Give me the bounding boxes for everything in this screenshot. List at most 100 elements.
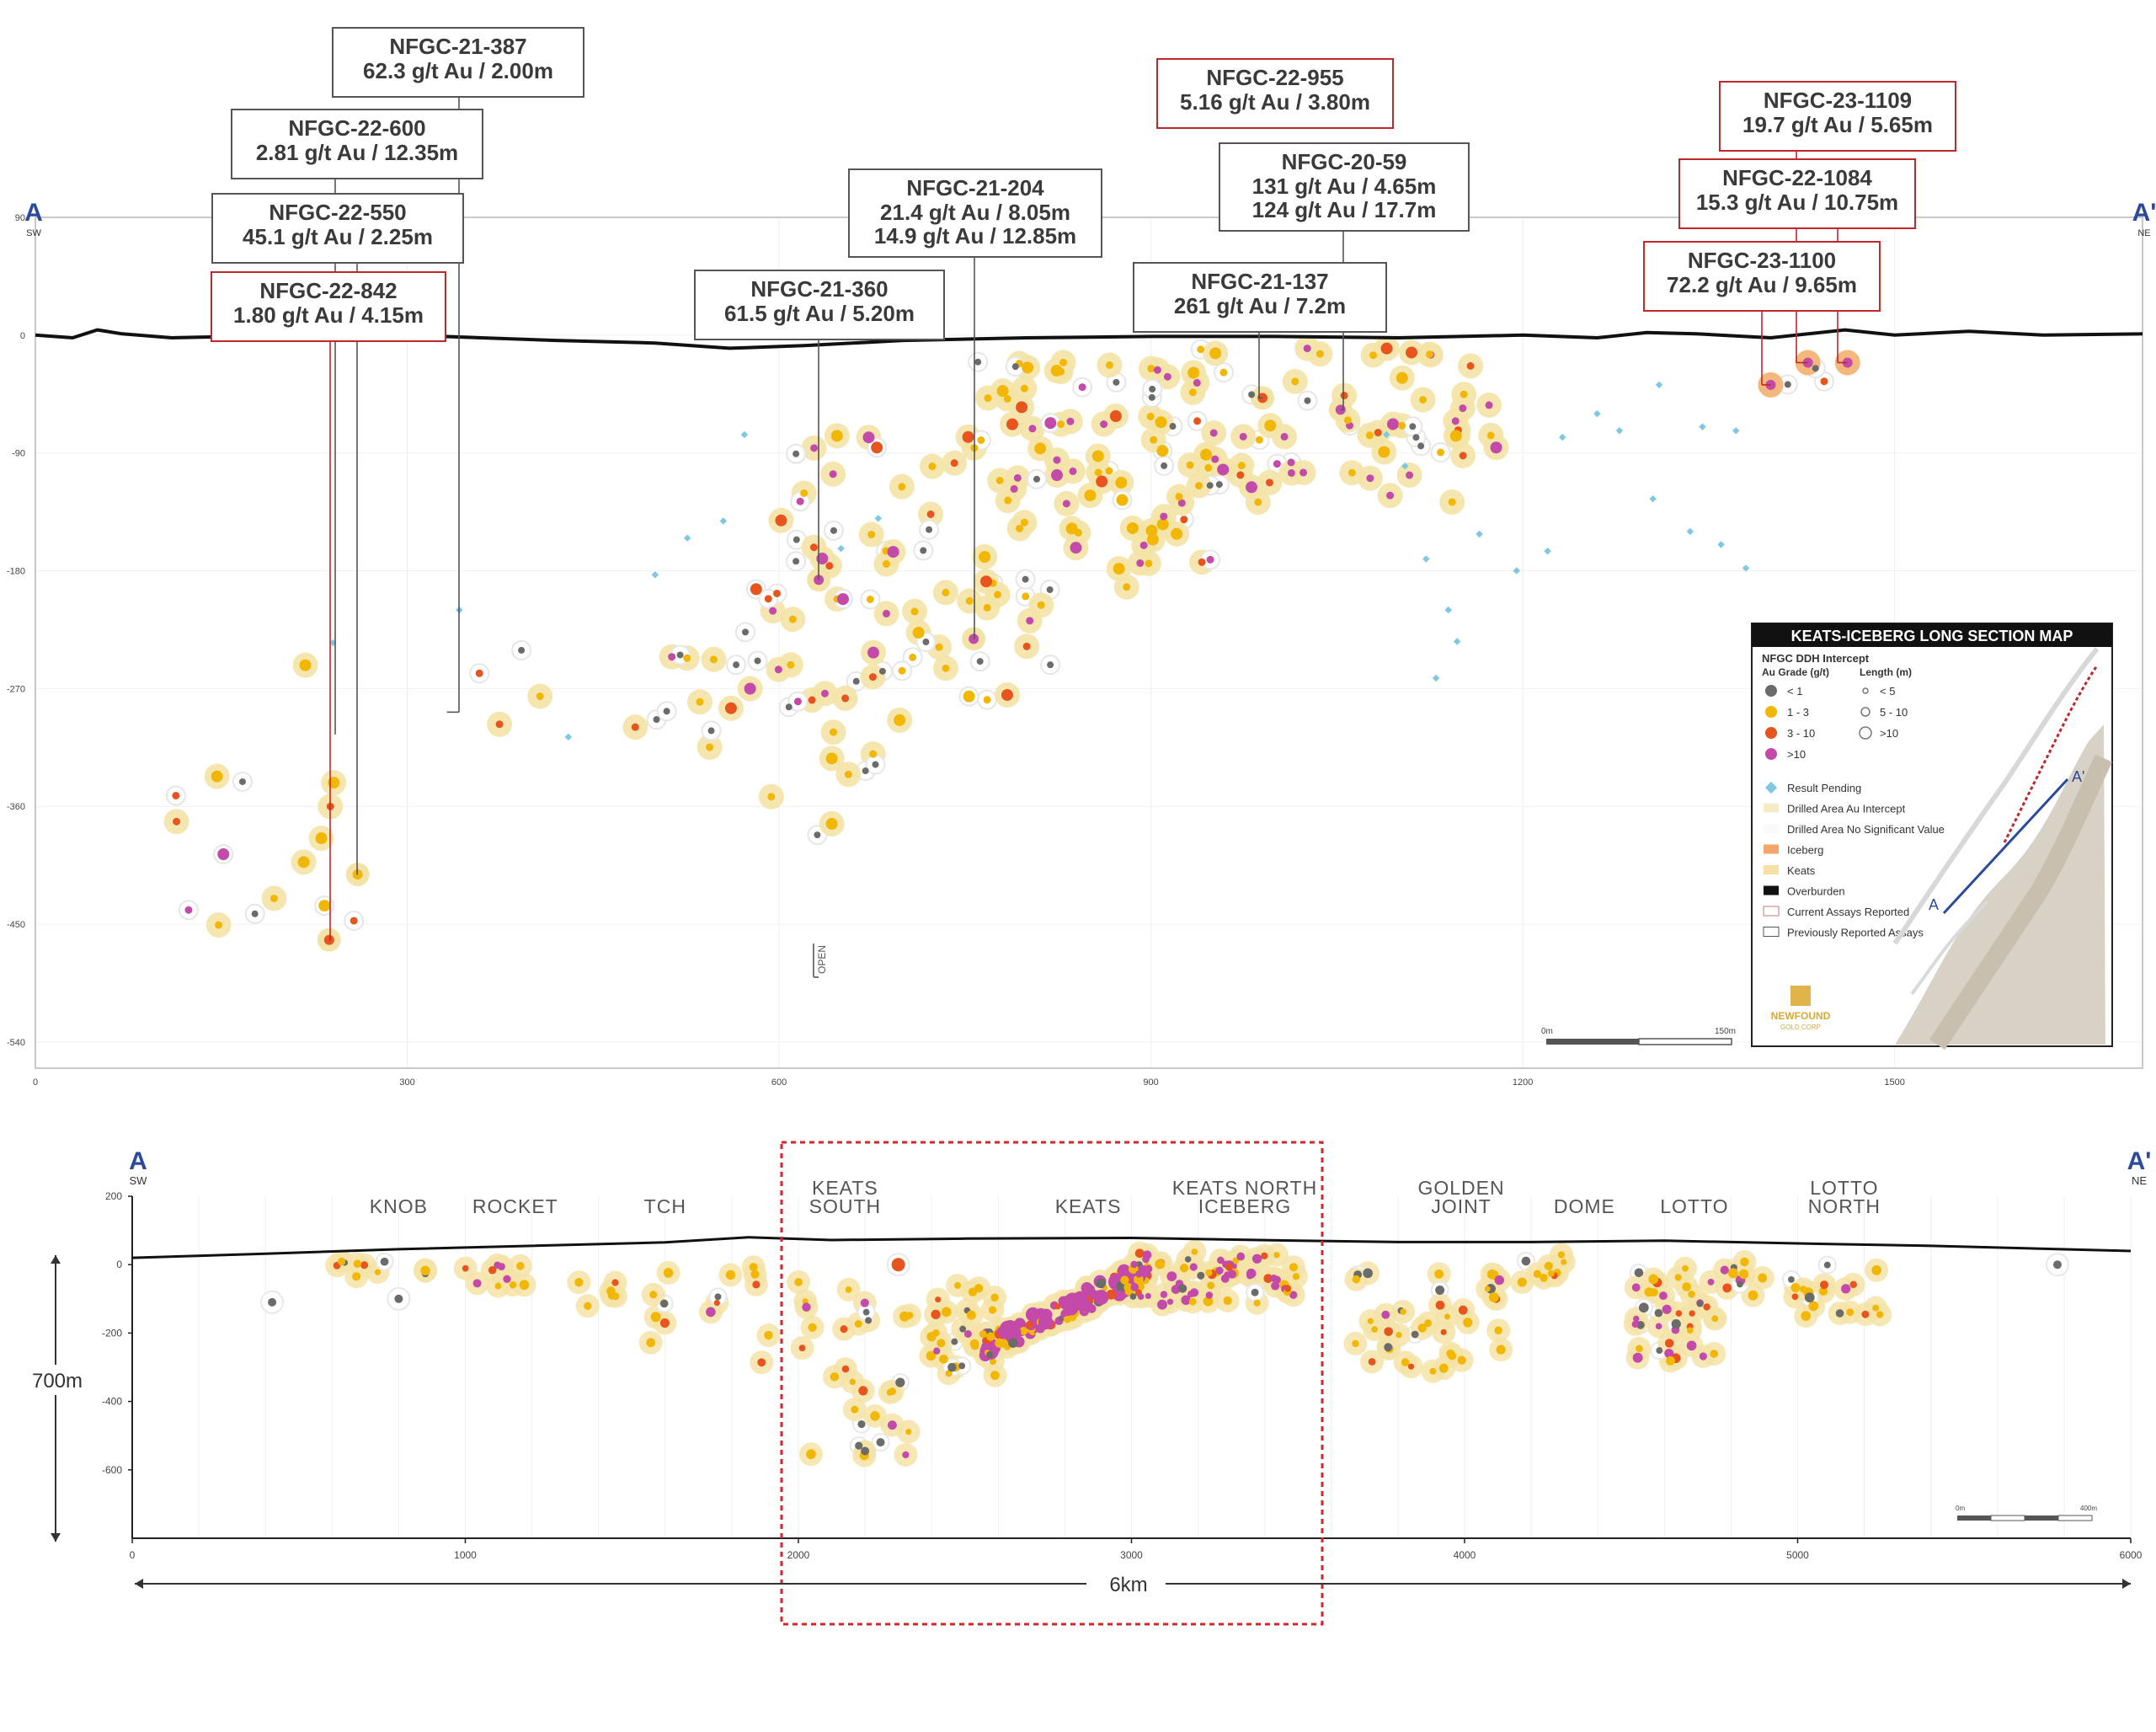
regional-point bbox=[1005, 1323, 1019, 1338]
regional-point bbox=[584, 1302, 592, 1310]
intercept-point bbox=[980, 575, 993, 588]
regional-point bbox=[1632, 1352, 1643, 1363]
regional-point bbox=[951, 1338, 958, 1345]
regional-point bbox=[1232, 1257, 1240, 1264]
regional-point bbox=[503, 1275, 511, 1283]
regional-point bbox=[749, 1263, 758, 1272]
intercept-point bbox=[1490, 441, 1502, 454]
legend-item-label: Drilled Area Au Intercept bbox=[1787, 803, 1906, 815]
pending-point bbox=[874, 515, 883, 522]
intercept-point bbox=[912, 627, 925, 639]
regional-point bbox=[1130, 1260, 1138, 1269]
intercept-point bbox=[1466, 361, 1475, 370]
intercept-point bbox=[1784, 381, 1791, 388]
legend-grade-swatch bbox=[1765, 748, 1777, 760]
intercept-point bbox=[1204, 463, 1213, 472]
regional-point bbox=[947, 1362, 957, 1372]
regional-point bbox=[1384, 1343, 1393, 1352]
regional-point bbox=[1384, 1327, 1393, 1336]
callout-box bbox=[1133, 262, 1387, 333]
regional-point bbox=[353, 1259, 362, 1268]
intercept-point bbox=[211, 770, 223, 783]
regional-point bbox=[937, 1339, 946, 1348]
regional-point bbox=[1166, 1298, 1174, 1305]
legend-length-label: >10 bbox=[1880, 727, 1898, 740]
callout-hole-id: NFGC-22-550 bbox=[269, 200, 406, 225]
intercept-point bbox=[663, 708, 670, 715]
callout-intercept: 2.81 g/t Au / 12.35m bbox=[256, 140, 458, 165]
intercept-point bbox=[1291, 377, 1299, 386]
upper-y-tick: -180 bbox=[7, 567, 25, 577]
regional-point bbox=[706, 1307, 716, 1318]
depth-dimension: 700m bbox=[29, 1255, 83, 1542]
intercept-point bbox=[709, 655, 718, 664]
regional-point bbox=[1494, 1275, 1504, 1286]
callout-hole-id: NFGC-21-360 bbox=[750, 276, 888, 302]
lower-x-tick: 6000 bbox=[2120, 1549, 2143, 1561]
upper-x-tick: 300 bbox=[399, 1077, 414, 1088]
regional-point bbox=[380, 1257, 389, 1266]
callout-intercept: 15.3 g/t Au / 10.75m bbox=[1696, 190, 1898, 215]
intercept-point bbox=[1236, 471, 1245, 479]
intercept-point bbox=[1265, 478, 1273, 487]
intercept-point bbox=[1113, 378, 1120, 386]
regional-point bbox=[1823, 1261, 1831, 1269]
intercept-point bbox=[984, 394, 992, 403]
intercept-point bbox=[898, 483, 906, 491]
upper-y-tick: -90 bbox=[12, 449, 25, 459]
intercept-point bbox=[983, 603, 991, 612]
intercept-point bbox=[1001, 688, 1013, 701]
regional-point bbox=[488, 1266, 497, 1275]
intercept-point bbox=[1147, 365, 1155, 373]
intercept-point bbox=[315, 832, 328, 845]
intercept-point bbox=[1033, 475, 1041, 483]
zone-label: TCH bbox=[644, 1195, 686, 1217]
regional-point bbox=[1429, 1367, 1437, 1375]
intercept-point bbox=[775, 514, 787, 527]
regional-point bbox=[1203, 1296, 1214, 1307]
regional-point bbox=[1190, 1264, 1197, 1271]
regional-point bbox=[1686, 1340, 1697, 1351]
intercept-point bbox=[1398, 421, 1406, 430]
pending-point bbox=[1476, 530, 1483, 538]
callout-intercept: 131 g/t Au / 4.65m bbox=[1252, 174, 1437, 199]
upper-x-tick: 900 bbox=[1143, 1077, 1158, 1088]
regional-point bbox=[860, 1298, 869, 1307]
intercept-point bbox=[1303, 345, 1311, 353]
intercept-point bbox=[862, 431, 875, 444]
intercept-point bbox=[926, 510, 935, 518]
intercept-point bbox=[173, 817, 181, 826]
intercept-point bbox=[1437, 448, 1445, 457]
regional-point bbox=[1682, 1264, 1689, 1272]
intercept-point bbox=[1050, 469, 1063, 482]
intercept-point bbox=[1219, 368, 1228, 377]
regional-point bbox=[1540, 1274, 1548, 1282]
regional-point bbox=[1160, 1291, 1168, 1298]
intercept-point bbox=[1211, 455, 1219, 463]
regional-point bbox=[979, 1330, 987, 1339]
intercept-point bbox=[1113, 563, 1125, 575]
intercept-point bbox=[1044, 417, 1057, 430]
regional-point bbox=[1215, 1266, 1224, 1275]
upper-x-tick: 1500 bbox=[1884, 1077, 1904, 1088]
intercept-point bbox=[1485, 401, 1493, 409]
regional-point bbox=[1458, 1305, 1468, 1315]
intercept-point bbox=[996, 385, 1009, 398]
legend-current-swatch bbox=[1763, 906, 1780, 917]
regional-point bbox=[1166, 1271, 1177, 1281]
pending-point bbox=[1732, 427, 1740, 435]
intercept-point bbox=[774, 666, 782, 674]
intercept-point bbox=[767, 793, 776, 801]
callout-hole-id: NFGC-22-600 bbox=[288, 115, 425, 141]
regional-point bbox=[865, 1317, 873, 1324]
regional-point bbox=[1217, 1256, 1225, 1264]
regional-point bbox=[1064, 1292, 1081, 1309]
regional-point bbox=[806, 1449, 816, 1460]
intercept-point bbox=[773, 589, 782, 597]
intercept-point bbox=[852, 677, 860, 685]
regional-point bbox=[1659, 1291, 1668, 1301]
pending-point bbox=[1686, 527, 1694, 536]
regional-point bbox=[989, 1306, 997, 1314]
regional-point bbox=[1737, 1280, 1743, 1288]
